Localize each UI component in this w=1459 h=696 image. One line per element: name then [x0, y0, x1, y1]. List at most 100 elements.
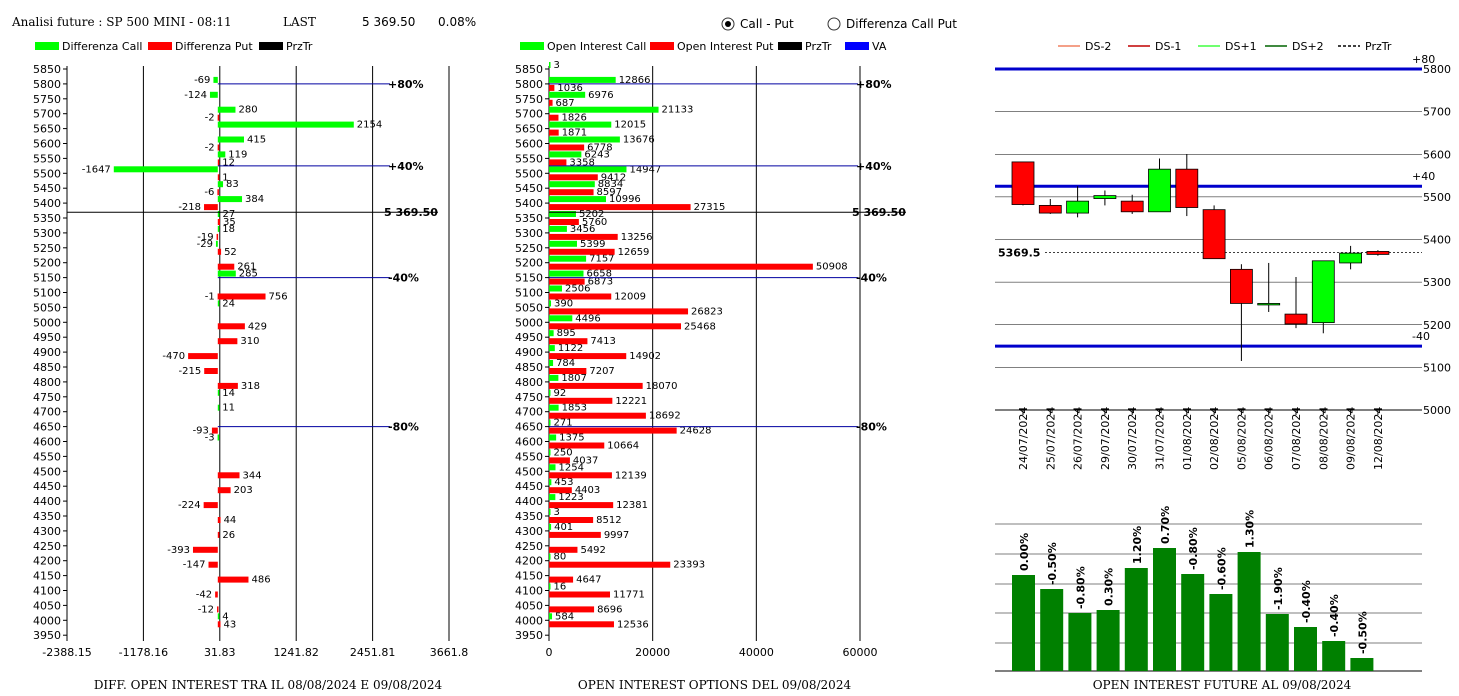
put-bar	[549, 219, 579, 225]
future-bar-label: -0.40%	[1328, 594, 1341, 637]
future-bar	[1040, 589, 1064, 671]
y-tick-label: 4250	[515, 540, 543, 553]
y-tick-label: 4100	[33, 585, 61, 598]
call-bar-label: -124	[184, 90, 207, 101]
x-date-label: 29/07/2024	[1099, 407, 1112, 470]
put-bar-label: 4037	[573, 455, 598, 466]
put-bar-label: 12009	[614, 292, 646, 303]
put-bar	[549, 338, 588, 345]
y-tick-label: 5400	[1423, 234, 1451, 247]
put-bar-label: 25468	[684, 321, 716, 332]
price-label: 5 369.50	[852, 206, 906, 219]
call-bar	[217, 300, 220, 307]
call-bar-label: 27	[222, 209, 235, 220]
y-tick-label: 3950	[515, 629, 543, 642]
put-bar-label: 52	[224, 247, 237, 258]
x-tick-label: 0	[546, 646, 553, 659]
y-tick-label: 5400	[33, 197, 61, 210]
y-tick-label: 4350	[515, 510, 543, 523]
x-tick-label: 1241.82	[273, 646, 319, 659]
y-tick-label: 5200	[1423, 319, 1451, 332]
y-tick-label: 4150	[515, 570, 543, 583]
put-bar-label: 9997	[604, 530, 629, 541]
put-bar-label: -93	[193, 426, 209, 437]
level-label-2: -40%	[856, 272, 887, 285]
put-bar	[217, 263, 235, 270]
put-bar-label: -470	[162, 351, 185, 362]
call-bar-label: 390	[554, 298, 573, 309]
call-bar	[549, 509, 551, 515]
call-bar	[549, 464, 556, 471]
legend-swatch-2	[778, 42, 802, 50]
y-tick-label: 4500	[515, 465, 543, 478]
put-bar	[217, 293, 266, 300]
put-bar-label: 10664	[607, 441, 639, 452]
x-date-label: 09/08/2024	[1345, 407, 1358, 470]
call-bar-label: 5202	[579, 209, 604, 220]
call-bar-label: 13676	[623, 135, 655, 146]
put-bar-label: 12221	[615, 396, 647, 407]
call-bar	[549, 389, 551, 396]
put-bar-label: 429	[248, 321, 267, 332]
put-bar-label: 5760	[582, 217, 607, 228]
put-bar	[217, 174, 220, 181]
candle-body	[1011, 161, 1035, 205]
price-label: 5369.5	[998, 247, 1040, 260]
legend-label-4: PrzTr	[1365, 40, 1392, 53]
call-bar-label: 4496	[575, 313, 600, 324]
future-oi-chart: 0.00% -0.50% -0.80% 0.30% 1.20% 0.70% -0.80% -0…	[995, 506, 1422, 692]
put-bar-label: 4647	[576, 575, 601, 586]
future-bar-label: -0.50%	[1356, 611, 1369, 654]
x-date-label: 30/07/2024	[1126, 407, 1139, 470]
legend-swatch-0	[520, 42, 544, 50]
put-bar	[217, 606, 219, 613]
put-bar	[549, 472, 612, 479]
call-bar	[217, 151, 226, 158]
put-bar	[549, 353, 627, 360]
put-bar	[549, 263, 813, 270]
call-bar-label: 18	[222, 224, 235, 235]
put-bar-label: 43	[224, 619, 237, 630]
put-bar	[549, 621, 614, 628]
radio-call-put[interactable]: Call - Put	[721, 17, 794, 31]
y-tick-label: 4000	[515, 614, 543, 627]
put-bar	[217, 338, 238, 345]
y-tick-label: 4950	[515, 331, 543, 344]
y-tick-label: 4450	[515, 480, 543, 493]
y-tick-label: 4150	[33, 570, 61, 583]
call-bar-label: 2154	[357, 120, 382, 131]
put-bar-label: 756	[269, 292, 288, 303]
put-bar-label: -147	[183, 560, 206, 571]
y-tick-label: 4250	[33, 540, 61, 553]
call-bar-label: 1375	[559, 433, 584, 444]
put-bar-label: 12536	[617, 619, 649, 630]
radio-differenza[interactable]: Differenza Call Put	[827, 17, 957, 31]
call-bar-label: 24	[222, 298, 235, 309]
y-tick-label: 4050	[33, 599, 61, 612]
put-bar	[217, 323, 245, 330]
y-tick-label: 5450	[33, 182, 61, 195]
y-tick-label: 5300	[33, 227, 61, 240]
y-tick-label: 5600	[515, 138, 543, 151]
y-tick-label: 4850	[33, 361, 61, 374]
put-bar	[217, 621, 221, 628]
y-tick-label: 5500	[1423, 191, 1451, 204]
call-bar	[217, 181, 224, 188]
y-tick-label: 5200	[33, 257, 61, 270]
future-bar-label: 1.30%	[1244, 510, 1257, 548]
call-bar-label: 8834	[598, 179, 623, 190]
y-tick-label: 5150	[515, 272, 543, 285]
call-bar-label: 14	[222, 388, 235, 399]
put-bar	[549, 99, 553, 106]
put-bar	[208, 561, 218, 568]
put-bar-label: 486	[251, 575, 270, 586]
put-bar-label: 344	[243, 470, 262, 481]
y-tick-label: 5250	[515, 242, 543, 255]
put-bar	[217, 517, 221, 523]
call-bar	[549, 91, 586, 98]
level-label-0: +80%	[388, 78, 424, 91]
call-bar	[217, 434, 220, 441]
call-bar-label: 119	[228, 149, 247, 160]
x-tick-label: 3661.8	[430, 646, 469, 659]
